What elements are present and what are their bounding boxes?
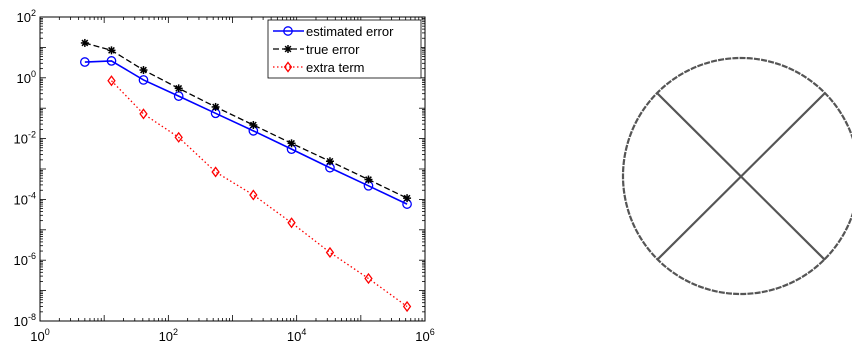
legend: estimated error true error extra term [267,19,422,79]
series-true-error [80,38,412,203]
series-true-error-marker [403,194,412,203]
series-estimated-error-marker [138,75,149,85]
series-true-error-marker [139,66,148,75]
series-extra-term-marker [107,75,116,87]
x-tick-label: 104 [287,327,306,344]
legend-sample-marker [283,61,293,73]
legend-true-error: true error [273,42,360,57]
legend-label: true error [306,42,360,57]
y-tick-label: 10-6 [14,251,36,268]
series-estimated-error [80,56,412,209]
series-extra-term-marker [174,131,183,143]
legend-extra-term: extra term [273,60,365,75]
series-layer [80,38,412,313]
circle-outline [621,56,852,296]
x-tick-label: 102 [159,327,178,344]
series-extra-term-marker [364,272,373,285]
axis-ticks [39,17,425,322]
series-true-error-marker [287,139,296,148]
series-true-error-line [84,42,408,199]
series-true-error-marker [364,175,373,184]
x-tick-label: 106 [415,327,434,344]
y-tick-label: 100 [17,69,36,86]
circle-diagram [621,56,852,296]
legend-label: estimated error [306,24,394,39]
legend-sample-marker [284,45,292,53]
y-tick-label: 102 [17,8,36,25]
series-true-error-marker [107,46,116,55]
y-tick-label: 10-4 [14,190,36,207]
series-true-error-marker [249,121,258,130]
series-true-error-marker [80,38,89,47]
series-extra-term-marker [249,189,258,201]
series-true-error-marker [325,157,334,166]
error-convergence-chart: 100 102 104 106 102 100 10-2 10-4 10-6 10-8 estim… [14,8,435,344]
series-extra-term-line [111,80,408,308]
legend-sample-marker [283,26,293,36]
axis-tick-labels: 100 102 104 106 102 100 10-2 10-4 10-6 10-8 [14,8,435,344]
series-extra-term-marker [139,108,148,120]
y-tick-label: 10-2 [14,130,36,147]
series-estimated-error-marker [106,56,117,66]
series-true-error-marker [174,84,183,93]
legend-estimated-error: estimated error [273,24,394,39]
series-extra-term-marker [325,246,335,259]
series-extra-term-marker [402,300,412,313]
x-tick-label: 100 [30,327,49,344]
y-tick-label: 10-8 [14,312,36,329]
series-extra-term [107,75,412,313]
diagonal-line-b [656,92,826,261]
series-true-error-marker [211,102,220,111]
legend-label: extra term [306,60,365,75]
series-estimated-error-line [84,60,408,205]
series-extra-term-marker [287,217,296,229]
series-estimated-error-marker [80,57,90,67]
series-extra-term-marker [211,166,220,178]
